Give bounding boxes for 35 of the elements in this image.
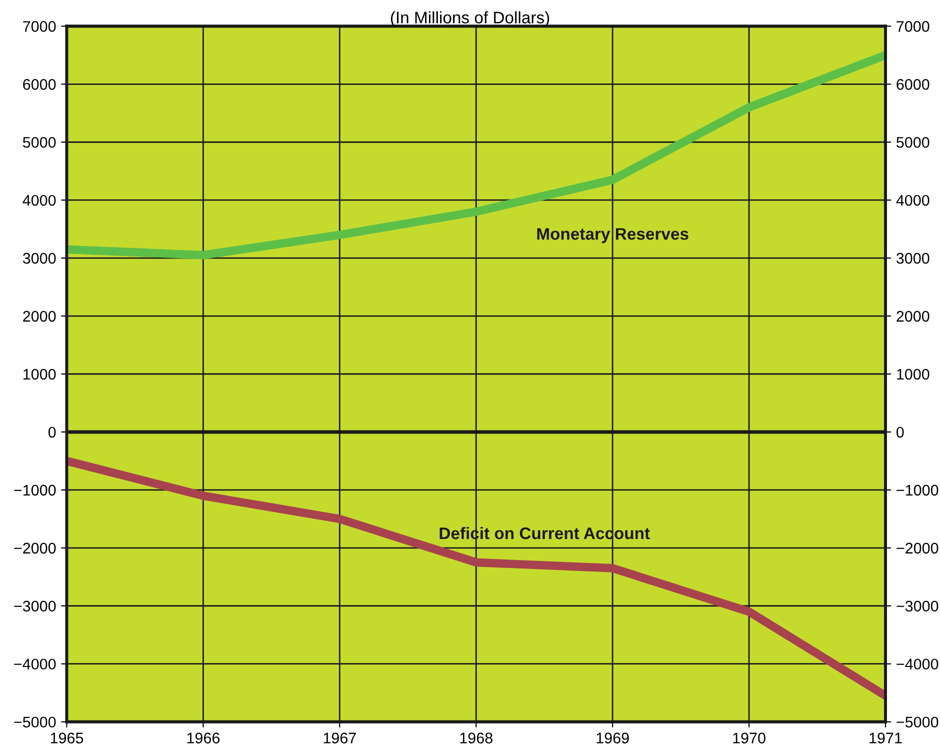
y2-tick-label: 4000	[896, 194, 930, 206]
x-tick-label: 1965	[50, 732, 84, 744]
y2-tick-label: 5000	[896, 136, 930, 148]
y2-tick-label: 2000	[896, 310, 930, 322]
series-label: Monetary Reserves	[537, 228, 688, 244]
chart-subtitle: (In Millions of Dollars)	[390, 11, 550, 27]
y-tick-label: 1000	[24, 368, 56, 380]
y-tick-label: −5000	[14, 716, 56, 728]
x-tick-label: 1970	[733, 732, 766, 744]
x-tick-label: 1968	[460, 732, 492, 744]
y-tick-label: −1000	[14, 484, 56, 496]
y2-tick-label: 3000	[896, 252, 930, 264]
y2-tick-label: −3000	[896, 600, 938, 612]
y-tick-label: 0	[48, 426, 56, 438]
y2-tick-label: 7000	[896, 21, 930, 32]
y-tick-label: 3000	[22, 252, 56, 264]
x-tick-label: 1967	[324, 732, 356, 744]
y2-tick-label: 1000	[897, 368, 930, 380]
y-tick-label: 5000	[22, 136, 56, 148]
x-tick-label: 1966	[187, 732, 220, 744]
y-tick-label: 2000	[23, 310, 56, 322]
x-tick-label: 1969	[596, 732, 629, 744]
y-tick-label: 7000	[23, 21, 56, 32]
y-tick-label: −2000	[14, 542, 56, 554]
y2-tick-label: 6000	[896, 79, 930, 90]
y2-tick-label: −1000	[896, 484, 938, 496]
y-tick-label: 4000	[22, 194, 56, 206]
x-tick-label: 1971	[870, 732, 902, 744]
y-tick-label: −3000	[14, 600, 56, 612]
y2-tick-label: −2000	[896, 542, 938, 554]
y2-tick-label: −5000	[896, 716, 938, 728]
y2-tick-label: 0	[896, 426, 904, 438]
y-tick-label: 6000	[23, 79, 56, 90]
y-tick-label: −4000	[14, 658, 56, 670]
y2-tick-label: −4000	[896, 658, 938, 670]
